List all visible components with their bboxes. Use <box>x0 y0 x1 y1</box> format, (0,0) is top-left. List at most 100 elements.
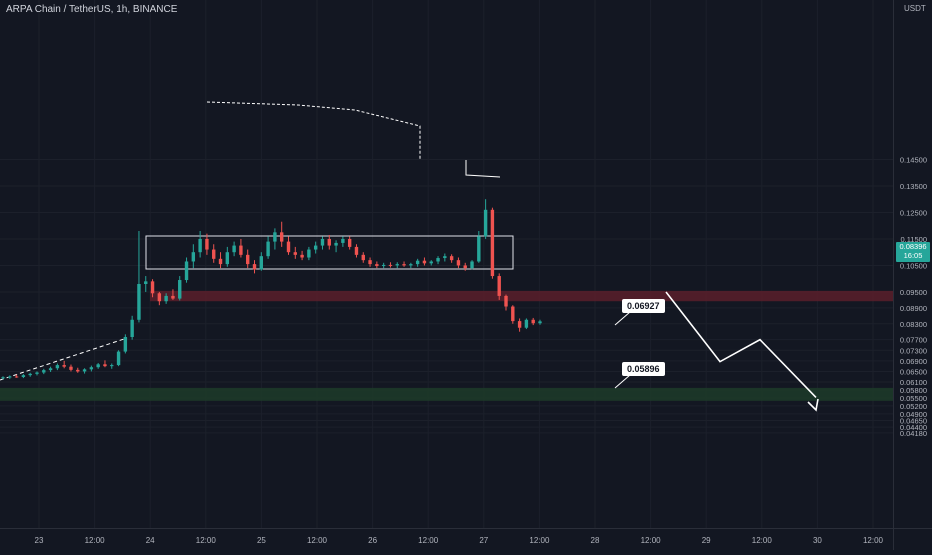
price-tick-label: 0.14500 <box>900 155 927 164</box>
time-tick-label: 12:00 <box>307 536 328 545</box>
time-tick-label: 27 <box>479 536 488 545</box>
price-tick-label: 0.08300 <box>900 320 927 329</box>
candle-body <box>28 373 32 376</box>
candle-body <box>171 295 175 299</box>
candle-body <box>477 236 481 262</box>
time-tick-label: 23 <box>35 536 44 545</box>
candle-body <box>449 256 454 261</box>
time-tick-label: 12:00 <box>85 536 106 545</box>
time-axis-labels: 23 12:00 24 12:00 25 12:00 26 12:00 27 12:00 28 12:… <box>35 536 884 545</box>
candle-body <box>89 367 94 370</box>
symbol-title: ARPA Chain / TetherUS, 1h, BINANCE <box>6 4 178 15</box>
time-tick-label: 26 <box>368 536 377 545</box>
arrow-head-icon <box>807 398 819 412</box>
candle-body <box>463 265 467 269</box>
candle-body <box>110 365 114 367</box>
candles <box>1 199 542 380</box>
time-tick-label: 24 <box>146 536 155 545</box>
price-tick-label: 0.04180 <box>900 429 927 438</box>
candle-body <box>266 241 270 257</box>
time-tick-label: 12:00 <box>529 536 550 545</box>
candle-body <box>402 264 406 266</box>
last-price: 0.08396 <box>899 242 927 251</box>
candle-body <box>361 254 365 261</box>
candle-body <box>123 337 128 352</box>
candle-body <box>456 260 461 266</box>
drawings <box>0 101 514 381</box>
candle-body <box>409 264 413 266</box>
grid-lines <box>0 0 893 528</box>
target-callout-1[interactable]: 0.06927 <box>622 299 665 313</box>
candle-body <box>327 238 331 246</box>
candle-body <box>504 295 508 307</box>
candle-body <box>531 319 535 324</box>
candle-body <box>436 258 440 262</box>
candle-body <box>103 364 107 367</box>
candle-body <box>375 264 379 266</box>
time-tick-label: 25 <box>257 536 266 545</box>
candle-body <box>137 284 141 320</box>
uptrend-line <box>0 337 128 381</box>
candle-body <box>320 238 325 246</box>
candle-body <box>368 260 372 265</box>
time-tick-label: 12:00 <box>418 536 439 545</box>
candle-body <box>422 260 427 264</box>
candle-body <box>524 319 529 328</box>
candle-body <box>395 264 399 266</box>
price-tick-label: 0.05800 <box>900 386 927 395</box>
price-tick-label: 0.06900 <box>900 357 927 366</box>
price-tick-label: 0.10500 <box>900 261 927 270</box>
candle-body <box>483 209 488 237</box>
candle-body <box>443 256 447 259</box>
candle-body <box>259 256 264 270</box>
breakdown-line <box>465 160 501 178</box>
price-tick-label: 0.08900 <box>900 304 927 313</box>
candle-body <box>150 281 155 294</box>
candle-body <box>273 232 277 242</box>
candle-body <box>55 365 60 369</box>
candle-body <box>8 376 12 378</box>
projection-arrow <box>614 291 819 412</box>
candle-body <box>511 306 515 322</box>
candle-body <box>14 376 19 378</box>
resistance-zone <box>150 290 893 302</box>
candle-body <box>246 254 250 265</box>
candle-body <box>144 281 148 284</box>
bar-countdown: 16:05 <box>903 251 923 260</box>
candle-body <box>96 364 100 368</box>
candle-body <box>517 321 522 328</box>
candle-body <box>62 365 66 367</box>
candle-body <box>198 238 202 253</box>
candle-body <box>293 252 297 255</box>
candle-body <box>388 264 393 266</box>
price-tick-label: 0.05200 <box>900 402 927 411</box>
candle-body <box>205 238 209 250</box>
candle-body <box>538 321 542 324</box>
price-tick-label: 0.06100 <box>900 378 927 387</box>
price-tick-label: 0.09500 <box>900 288 927 297</box>
price-tick-label: 0.06500 <box>900 367 927 376</box>
projection-path <box>665 291 817 398</box>
candle-body <box>178 280 182 299</box>
price-tick-label: 0.13500 <box>900 182 927 191</box>
currency-label: USDT <box>904 4 926 13</box>
candle-body <box>218 258 223 265</box>
price-axis-labels: 0.14500 0.13500 0.12500 0.11500 0.10500 0.095… <box>900 155 927 437</box>
candle-body <box>191 252 196 262</box>
time-tick-label: 12:00 <box>863 536 884 545</box>
time-tick-label: 12:00 <box>196 536 217 545</box>
time-tick-label: 12:00 <box>752 536 773 545</box>
candle-body <box>21 375 26 378</box>
candle-body <box>415 260 420 265</box>
candle-body <box>429 261 433 264</box>
target-callout-2[interactable]: 0.05896 <box>622 362 665 376</box>
price-zones <box>0 290 893 401</box>
time-tick-label: 12:00 <box>641 536 662 545</box>
price-tick-label: 0.04900 <box>900 410 927 419</box>
price-tick-label: 0.07300 <box>900 346 927 355</box>
price-tick-label: 0.04650 <box>900 416 927 425</box>
price-axis-divider <box>893 0 894 550</box>
candle-body <box>130 319 134 337</box>
